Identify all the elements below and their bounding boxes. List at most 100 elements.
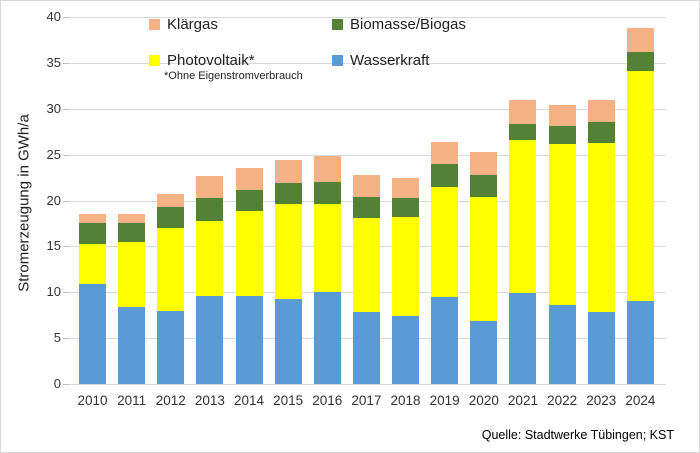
x-axis-label: 2018 — [390, 393, 421, 408]
biomasse-swatch-icon — [332, 19, 343, 30]
gridline — [69, 62, 666, 64]
legend-label-biomasse: Biomasse/Biogas — [350, 16, 466, 33]
y-tick-label: 30 — [46, 100, 61, 116]
bar-segment-klrgas-2019 — [431, 141, 459, 164]
bar-segment-photovoltaik-2017 — [352, 217, 380, 313]
x-axis-label: 2010 — [77, 393, 108, 408]
bar-segment-klrgas-2014 — [235, 168, 263, 191]
x-axis-label: 2014 — [234, 393, 265, 408]
bar-segment-klrgas-2021 — [509, 100, 537, 125]
bar-segment-wasserkraft-2021 — [509, 293, 537, 384]
x-axis-label: 2020 — [468, 393, 499, 408]
bar-segment-biomassebiogas-2022 — [548, 126, 576, 144]
y-axis-tickmark — [63, 338, 69, 340]
bar-segment-wasserkraft-2013 — [196, 295, 224, 384]
legend-item-wasserkraft: Wasserkraft — [332, 52, 429, 69]
bar-segment-biomassebiogas-2018 — [392, 197, 420, 217]
bar-segment-klrgas-2023 — [587, 99, 615, 122]
bar-segment-photovoltaik-2018 — [392, 217, 420, 317]
y-tick-label: 25 — [46, 146, 61, 162]
bar-segment-klrgas-2016 — [313, 156, 341, 183]
bar-segment-klrgas-2010 — [79, 214, 106, 223]
bar-segment-klrgas-2020 — [470, 151, 498, 175]
legend-item-klaergas: Klärgas — [149, 16, 218, 33]
bar-segment-biomassebiogas-2020 — [470, 174, 498, 197]
bar-segment-biomassebiogas-2019 — [431, 163, 459, 187]
y-axis-tickmark — [63, 62, 69, 64]
y-axis-tickmark — [63, 154, 69, 156]
y-axis-tickmark — [63, 246, 69, 248]
gridline — [69, 17, 666, 18]
bar-segment-photovoltaik-2010 — [79, 243, 106, 284]
bar-segment-klrgas-2013 — [196, 175, 224, 198]
bar-segment-wasserkraft-2015 — [274, 298, 302, 384]
gridline — [69, 108, 666, 110]
bar-segment-photovoltaik-2016 — [313, 204, 341, 293]
x-axis-label: 2024 — [625, 393, 656, 408]
bar-segment-wasserkraft-2017 — [352, 312, 380, 384]
bar-segment-wasserkraft-2011 — [118, 306, 146, 384]
y-axis-tickmark — [63, 17, 69, 18]
gridline — [69, 384, 666, 385]
bar-segment-photovoltaik-2021 — [509, 139, 537, 294]
x-axis-label: 2021 — [507, 393, 538, 408]
y-axis-tickmark — [63, 108, 69, 110]
bar-segment-biomassebiogas-2021 — [509, 124, 537, 140]
bar-segment-biomassebiogas-2011 — [118, 222, 146, 242]
bar-segment-biomassebiogas-2014 — [235, 190, 263, 211]
y-axis-tickmark — [63, 292, 69, 294]
y-tick-label: 40 — [46, 9, 61, 24]
legend-item-biomasse: Biomasse/Biogas — [332, 16, 466, 33]
bar-segment-wasserkraft-2016 — [313, 292, 341, 384]
y-tick-label: 35 — [46, 54, 61, 70]
x-axis-label: 2023 — [586, 393, 617, 408]
bar-segment-biomassebiogas-2013 — [196, 197, 224, 221]
x-axis-label: 2013 — [194, 393, 225, 408]
bar-segment-wasserkraft-2020 — [470, 320, 498, 384]
y-tick-label: 10 — [46, 284, 61, 300]
bar-segment-klrgas-2018 — [392, 177, 420, 198]
bar-segment-wasserkraft-2024 — [626, 300, 654, 384]
bar-segment-klrgas-2017 — [352, 174, 380, 197]
legend-label-photovoltaik: Photovoltaik* — [167, 52, 255, 69]
bar-segment-klrgas-2024 — [626, 28, 654, 52]
x-axis-label: 2017 — [351, 393, 382, 408]
legend-item-photovoltaik: Photovoltaik* — [149, 52, 255, 69]
wasserkraft-swatch-icon — [332, 55, 343, 66]
legend-label-wasserkraft: Wasserkraft — [350, 52, 430, 69]
legend-footnote: *Ohne Eigenstromverbrauch — [164, 70, 303, 82]
bar-segment-klrgas-2011 — [118, 214, 146, 223]
bar-segment-wasserkraft-2019 — [431, 296, 459, 384]
x-axis-label: 2019 — [429, 393, 460, 408]
bar-segment-photovoltaik-2014 — [235, 210, 263, 296]
bar-segment-klrgas-2012 — [157, 194, 185, 207]
bar-segment-wasserkraft-2023 — [587, 311, 615, 384]
bar-segment-wasserkraft-2018 — [392, 316, 420, 384]
y-axis-tickmark — [63, 384, 69, 385]
bar-segment-photovoltaik-2015 — [274, 204, 302, 299]
bar-segment-wasserkraft-2022 — [548, 305, 576, 384]
y-axis-title: Stromerzeugung in GWh/a — [15, 114, 33, 292]
x-axis-label: 2012 — [155, 393, 186, 408]
y-axis-tickmark — [63, 200, 69, 202]
bar-segment-wasserkraft-2012 — [157, 310, 185, 384]
y-tick-label: 5 — [53, 330, 61, 346]
bar-segment-photovoltaik-2019 — [431, 186, 459, 297]
bar-segment-klrgas-2015 — [274, 160, 302, 184]
x-axis-label: 2015 — [273, 393, 304, 408]
y-tick-label: 20 — [46, 192, 61, 208]
legend-label-klaergas: Klärgas — [167, 16, 218, 33]
source-caption: Quelle: Stadtwerke Tübingen; KST — [481, 428, 674, 442]
bar-segment-biomassebiogas-2015 — [274, 183, 302, 205]
bar-segment-biomassebiogas-2016 — [313, 182, 341, 205]
x-axis-label: 2016 — [312, 393, 343, 408]
bar-segment-klrgas-2022 — [548, 105, 576, 127]
bar-segment-biomassebiogas-2024 — [626, 51, 654, 72]
bar-segment-biomassebiogas-2010 — [79, 222, 106, 244]
klaergas-swatch-icon — [149, 19, 160, 30]
bar-segment-biomassebiogas-2017 — [352, 196, 380, 218]
y-tick-label: 15 — [46, 238, 61, 254]
bar-segment-photovoltaik-2013 — [196, 220, 224, 296]
y-tick-label: 0 — [53, 376, 61, 391]
